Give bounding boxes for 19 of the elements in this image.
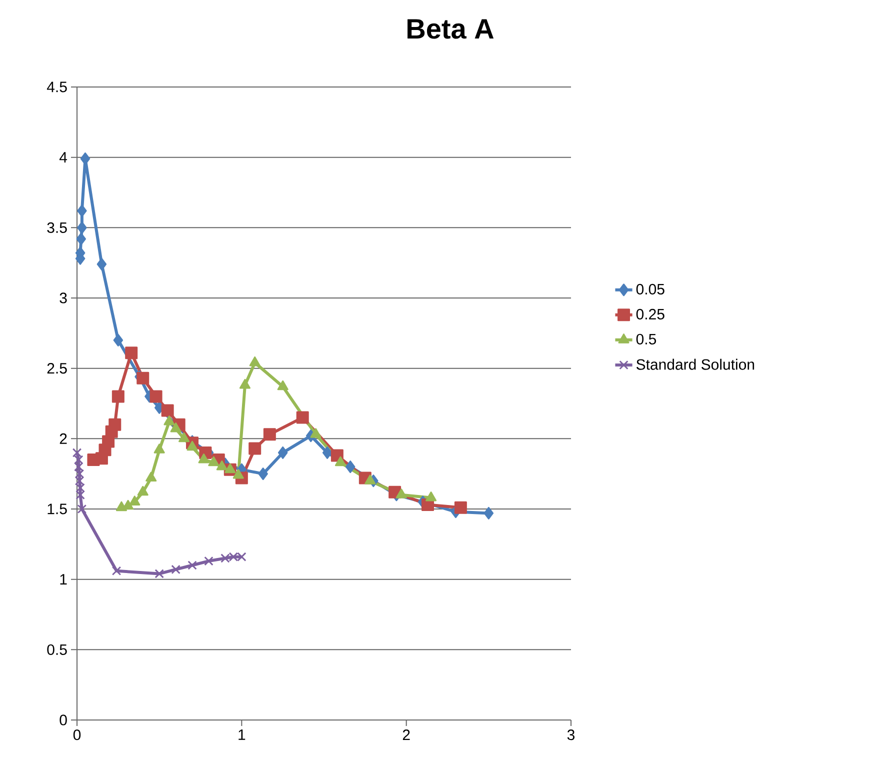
y-tick-label: 4 bbox=[59, 152, 68, 162]
legend-label: 0.5 bbox=[636, 334, 656, 344]
chart-title: Beta A bbox=[408, 19, 494, 39]
y-tick-label: 0.5 bbox=[47, 644, 67, 655]
y-tick-label: 0 bbox=[60, 714, 67, 726]
y-tick-label: 2.5 bbox=[47, 363, 67, 374]
x-tick-label: 0 bbox=[73, 730, 81, 740]
y-tick-label: 1.5 bbox=[48, 504, 67, 514]
x-tick-label: 1 bbox=[238, 730, 246, 740]
y-tick-label: 3 bbox=[60, 292, 67, 304]
x-tick-label: 3 bbox=[567, 730, 575, 740]
legend-label: Standard Solution bbox=[636, 358, 754, 370]
legend-label: 0.25 bbox=[636, 308, 664, 320]
x-tick-label: 2 bbox=[402, 730, 410, 740]
legend-label: 0.05 bbox=[636, 284, 664, 294]
y-tick-label: 2 bbox=[60, 433, 67, 444]
y-tick-label: 3.5 bbox=[47, 222, 67, 233]
y-tick-label: 1 bbox=[60, 574, 67, 584]
y-tick-label: 4.5 bbox=[46, 82, 67, 92]
